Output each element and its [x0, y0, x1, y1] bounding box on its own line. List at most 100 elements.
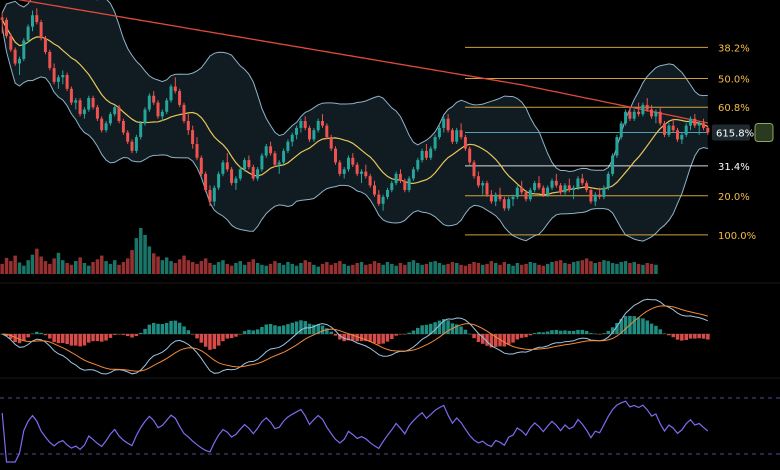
macd-histogram-bar [394, 334, 398, 336]
candle-body [52, 68, 56, 82]
volume-bar [398, 263, 403, 274]
volume-bar [303, 260, 307, 274]
macd-histogram-bar [351, 334, 355, 341]
macd-histogram-bar [264, 324, 268, 334]
volume-bar [589, 261, 593, 274]
candle-body [520, 187, 524, 193]
volume-bar [9, 261, 13, 274]
macd-histogram-bar [203, 334, 208, 347]
macd-histogram-bar [658, 329, 662, 334]
volume-bar [532, 263, 537, 274]
chart-controls: 615.8% [0, 123, 780, 379]
volume-bar [69, 264, 74, 274]
volume-bar [169, 261, 173, 274]
candle-body [225, 162, 229, 170]
candle-body [251, 167, 255, 179]
macd-histogram-bar [455, 324, 459, 334]
candle-body [169, 86, 173, 101]
fib-level-label: 100.0% [718, 231, 756, 242]
candle-body [204, 173, 208, 190]
candle-body [676, 130, 679, 140]
volume-bar [264, 265, 268, 274]
volume-bar [277, 263, 281, 274]
macd-histogram-bar [545, 331, 550, 334]
macd-histogram-bar [121, 334, 126, 335]
candle-body [325, 125, 329, 138]
candle-body [238, 169, 242, 179]
macd-histogram-bar [597, 334, 602, 335]
candle-body [260, 155, 264, 170]
macd-histogram-bar [290, 322, 294, 334]
volume-bar [481, 264, 485, 274]
macd-histogram-bar [299, 320, 303, 334]
macd-histogram-bar [30, 333, 35, 334]
macd-histogram-bar [429, 323, 433, 334]
candle-body [693, 118, 697, 126]
macd-histogram-bar [623, 316, 628, 334]
volume-bar [385, 262, 390, 274]
macd-histogram-bar [537, 332, 541, 334]
candle-body [264, 146, 268, 156]
candle-body [256, 169, 260, 179]
macd-histogram-bar [593, 333, 597, 335]
volume-bar [528, 262, 533, 274]
volume-bar [177, 259, 182, 274]
candle-body [424, 150, 428, 158]
candle-body [9, 35, 13, 50]
candle-body [182, 104, 186, 121]
candle-body [243, 160, 247, 170]
candle-body [329, 137, 333, 149]
volume-bar [247, 262, 251, 274]
macd-histogram-bar [182, 326, 186, 334]
volume-bar [242, 264, 247, 274]
volume-bar [48, 263, 52, 274]
macd-histogram-bar [325, 328, 329, 334]
volume-bar [0, 263, 4, 274]
macd-histogram-bar [156, 323, 160, 334]
volume-bar [147, 246, 152, 274]
macd-histogram-bar [130, 334, 134, 338]
candle-body [507, 199, 511, 209]
macd-histogram-bar [238, 334, 242, 335]
volume-bar [307, 262, 312, 274]
macd-histogram-bar [113, 334, 117, 335]
volume-bar [43, 261, 48, 274]
candle-body [429, 148, 433, 158]
macd-histogram-bar [17, 334, 22, 344]
macd-histogram-bar [706, 334, 710, 340]
macd-histogram-bar [515, 334, 520, 340]
candle-body [624, 111, 628, 124]
volume-bar [186, 260, 191, 274]
volume-bar [113, 260, 117, 274]
volume-bar [26, 260, 30, 274]
candle-body [308, 127, 311, 140]
macd-histogram-bar [680, 334, 684, 341]
candle-body [160, 111, 164, 117]
volume-bar [212, 264, 217, 274]
macd-histogram-bar [416, 327, 420, 334]
candle-body [186, 121, 190, 131]
volume-bar [91, 262, 95, 274]
rsi-panel [0, 397, 780, 463]
candle-body [381, 196, 385, 204]
candle-body [247, 160, 251, 167]
macd-histogram-bar [69, 334, 74, 346]
candle-body [286, 141, 290, 151]
volume-bar [74, 261, 78, 274]
macd-histogram-bar [563, 330, 567, 334]
volume-bar [619, 262, 623, 274]
fib-level-label: 38.2% [718, 43, 750, 54]
candle-body [87, 98, 91, 110]
macd-histogram-bar [268, 324, 273, 334]
volume-bar [502, 262, 507, 274]
macd-histogram-bar [307, 323, 312, 334]
macd-histogram-bar [645, 320, 649, 334]
volume-bar [61, 260, 65, 274]
candle-body [152, 95, 156, 103]
candle-body [230, 169, 234, 184]
macd-histogram-bar [199, 334, 204, 343]
macd-histogram-bar [56, 334, 61, 344]
volume-bar [519, 264, 524, 274]
candle-body [498, 194, 502, 200]
candle-body [390, 183, 394, 190]
